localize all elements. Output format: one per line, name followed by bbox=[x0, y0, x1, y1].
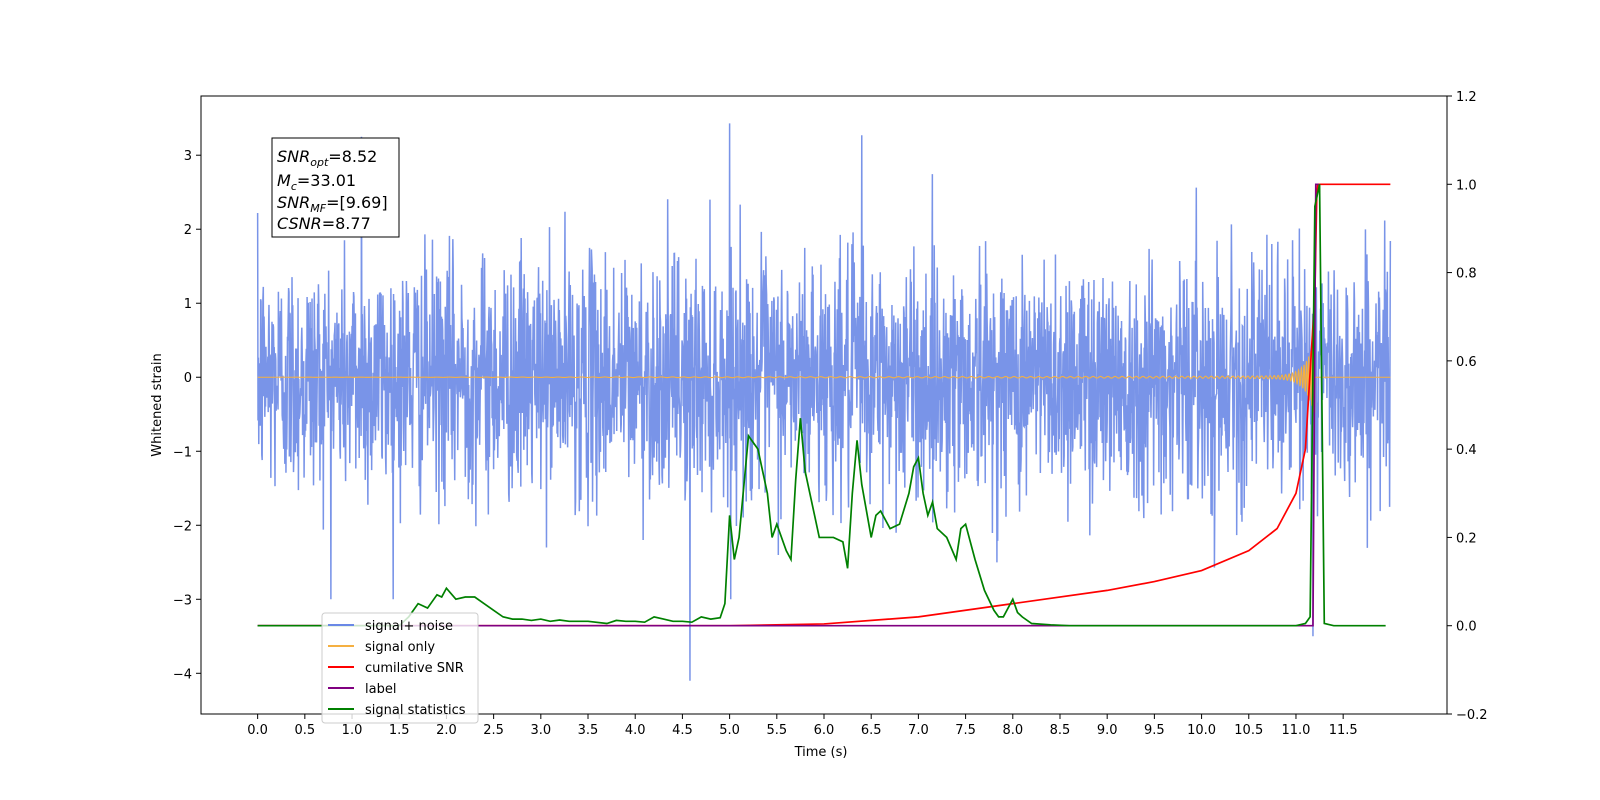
x-tick-label: 6.5 bbox=[861, 723, 882, 738]
x-tick-label: 1.5 bbox=[389, 723, 410, 738]
x-tick-label: 2.0 bbox=[436, 723, 457, 738]
x-tick-label: 11.0 bbox=[1281, 723, 1310, 738]
annotation-box: SNRopt=8.52 Mc=33.01 SNRMF=[9.69] CSNR=8… bbox=[271, 137, 400, 238]
y-right-tick-label: 0.8 bbox=[1456, 267, 1477, 282]
y-right-tick-label: 0.4 bbox=[1456, 443, 1477, 458]
x-tick-label: 1.0 bbox=[342, 723, 363, 738]
svg-text:SNRMF=[9.69]: SNRMF=[9.69] bbox=[277, 193, 388, 215]
series-label bbox=[257, 183, 1319, 627]
x-tick-label: 2.5 bbox=[483, 723, 504, 738]
x-axis-title: Time (s) bbox=[794, 745, 848, 760]
x-tick-label: 5.0 bbox=[719, 723, 740, 738]
x-tick-label: 5.5 bbox=[766, 723, 787, 738]
legend-label: signal+ noise bbox=[365, 619, 453, 634]
x-tick-label: 10.0 bbox=[1187, 723, 1216, 738]
legend-label: signal statistics bbox=[365, 703, 466, 718]
x-tick-label: 4.0 bbox=[625, 723, 646, 738]
y-tick-label: −3 bbox=[173, 593, 192, 608]
x-tick-label: 0.0 bbox=[247, 723, 268, 738]
y-right-tick-label: 1.0 bbox=[1456, 178, 1477, 193]
y-axis-right: −0.2 0.0 0.2 0.4 0.6 0.8 1.0 1.2 bbox=[1447, 90, 1488, 723]
y-tick-label: 2 bbox=[184, 223, 192, 238]
y-tick-label: −1 bbox=[173, 445, 192, 460]
y-right-tick-label: 0.2 bbox=[1456, 531, 1477, 546]
x-tick-label: 7.5 bbox=[955, 723, 976, 738]
x-tick-label: 9.5 bbox=[1144, 723, 1165, 738]
series-signal-statistics bbox=[257, 184, 1386, 627]
series-layer bbox=[256, 123, 1392, 681]
legend-label: cumilative SNR bbox=[365, 661, 464, 676]
y-axis-title: Whitened strain bbox=[150, 353, 165, 456]
ann-mc-label: M bbox=[277, 171, 291, 190]
x-tick-label: 10.5 bbox=[1234, 723, 1263, 738]
x-axis: 0.0 0.5 1.0 1.5 2.0 2.5 3.0 3.5 4.0 4.5 5.0 5.5 6.0 6… bbox=[247, 714, 1358, 738]
x-tick-label: 8.5 bbox=[1050, 723, 1071, 738]
legend-box bbox=[321, 612, 479, 724]
ann-mc-value: =33.01 bbox=[297, 171, 356, 190]
ann-snr-opt-value: =8.52 bbox=[328, 147, 377, 166]
x-tick-label: 8.0 bbox=[1002, 723, 1023, 738]
ann-snr-opt-label: SNR bbox=[277, 147, 310, 166]
x-tick-label: 4.5 bbox=[672, 723, 693, 738]
x-tick-label: 0.5 bbox=[294, 723, 315, 738]
y-tick-label: 1 bbox=[184, 297, 192, 312]
x-tick-label: 9.0 bbox=[1097, 723, 1118, 738]
ann-mc-sub: c bbox=[291, 180, 297, 193]
x-tick-label: 3.5 bbox=[578, 723, 599, 738]
y-axis-left: −4 −3 −2 −1 0 1 2 3 bbox=[173, 149, 201, 682]
x-tick-label: 6.0 bbox=[814, 723, 835, 738]
y-tick-label: 0 bbox=[184, 371, 192, 386]
series-signal-plus-noise bbox=[256, 123, 1392, 681]
svg-text:CSNR=8.77: CSNR=8.77 bbox=[277, 214, 371, 233]
ann-snr-opt-sub: opt bbox=[310, 156, 329, 169]
svg-text:SNRopt=8.52: SNRopt=8.52 bbox=[277, 147, 377, 169]
y-tick-label: −2 bbox=[173, 519, 192, 534]
svg-text:Mc=33.01: Mc=33.01 bbox=[277, 171, 356, 193]
y-right-tick-label: 1.2 bbox=[1456, 90, 1477, 105]
ann-csnr-value: =8.77 bbox=[322, 214, 371, 233]
ann-csnr-label: CSNR bbox=[277, 214, 322, 233]
y-right-tick-label: 0.6 bbox=[1456, 355, 1477, 370]
ann-snr-mf-value: =[9.69] bbox=[326, 193, 388, 212]
legend: signal+ noise signal only cumilative SNR la… bbox=[321, 612, 479, 724]
y-right-tick-label: −0.2 bbox=[1456, 708, 1488, 723]
legend-label: signal only bbox=[365, 640, 435, 655]
ann-snr-mf-label: SNR bbox=[277, 193, 310, 212]
x-tick-label: 7.0 bbox=[908, 723, 929, 738]
ann-snr-mf-sub: MF bbox=[310, 202, 326, 215]
series-signal-only bbox=[257, 339, 1391, 414]
legend-label: label bbox=[365, 682, 396, 697]
y-right-tick-label: 0.0 bbox=[1456, 620, 1477, 635]
y-tick-label: 3 bbox=[184, 149, 192, 164]
x-tick-label: 3.0 bbox=[530, 723, 551, 738]
y-tick-label: −4 bbox=[173, 667, 192, 682]
x-tick-label: 11.5 bbox=[1329, 723, 1358, 738]
